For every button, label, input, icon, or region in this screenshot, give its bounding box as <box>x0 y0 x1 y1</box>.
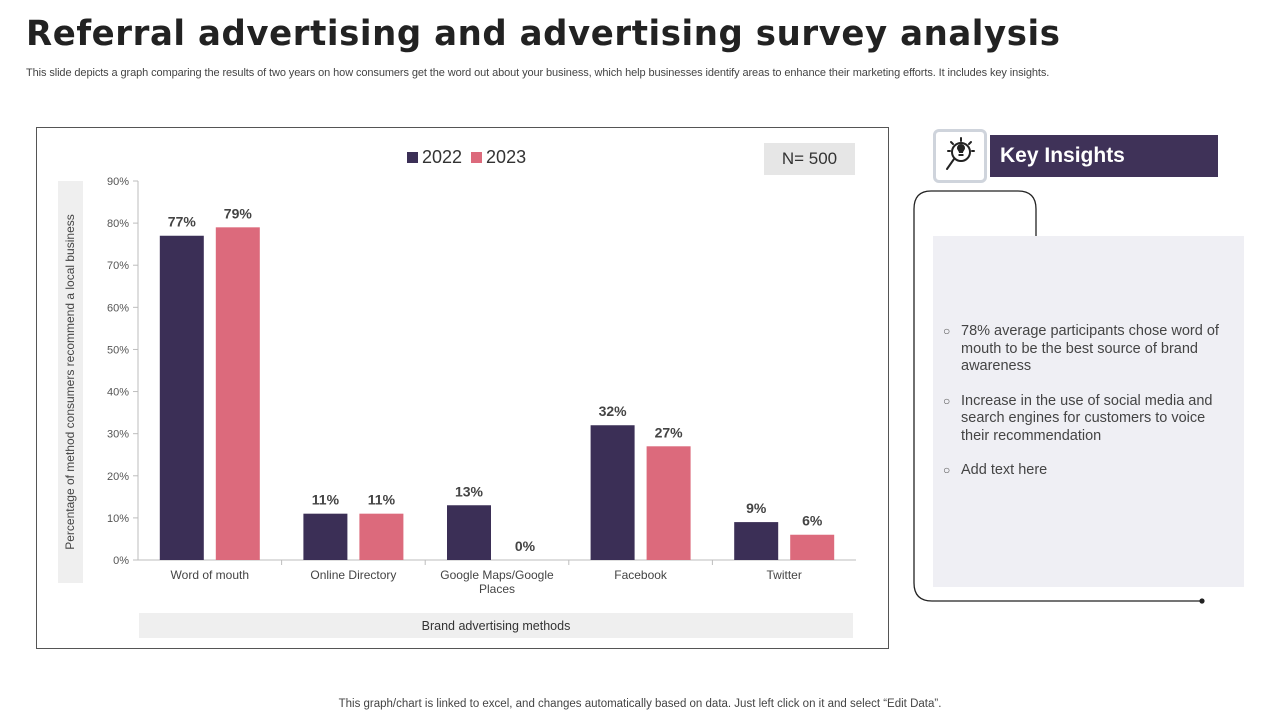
y-tick-label: 30% <box>107 429 129 441</box>
magnifier-lightbulb-icon <box>946 137 975 170</box>
chart-container[interactable]: Percentage of method consumers recommend… <box>36 127 889 649</box>
data-label-2022: 13% <box>455 483 484 499</box>
data-label-2022: 77% <box>168 214 197 230</box>
bar-2022 <box>303 513 348 560</box>
legend-label-2023: 2023 <box>486 147 527 167</box>
data-label-2023: 11% <box>368 492 396 508</box>
data-label-2022: 9% <box>746 500 767 516</box>
legend-swatch-2023 <box>471 152 483 163</box>
data-label-2023: 79% <box>224 205 253 221</box>
key-insights-panel: ○ 78% average participants chose word of … <box>933 236 1244 587</box>
insight-item: ○ Increase in the use of social media and… <box>943 392 1213 444</box>
x-tick-label: Online Directory <box>310 568 396 582</box>
x-axis-label: Brand advertising methods <box>421 618 571 633</box>
circle-bullet-icon: ○ <box>943 463 951 477</box>
y-tick-label: 50% <box>107 344 129 356</box>
data-label-2023: 0% <box>515 538 536 554</box>
legend-label-2022: 2022 <box>422 147 463 167</box>
bar-2023 <box>359 513 404 560</box>
x-tick-label: Google Maps/Google Places <box>440 568 554 596</box>
y-tick-label: 10% <box>107 513 129 525</box>
legend-swatch-2022 <box>407 152 418 163</box>
data-label-2022: 11% <box>312 492 340 508</box>
data-label-2022: 32% <box>599 403 628 419</box>
y-tick-label: 60% <box>107 302 129 314</box>
insight-icon-box <box>933 129 987 183</box>
x-tick-label: Facebook <box>614 568 668 582</box>
y-tick-label: 40% <box>107 387 129 399</box>
y-tick-label: 80% <box>107 218 129 230</box>
bar-2023 <box>646 446 691 560</box>
x-tick-label: Twitter <box>767 568 802 582</box>
x-axis-label-band: Brand advertising methods <box>139 613 853 638</box>
page-subtitle: This slide depicts a graph comparing the… <box>26 67 1050 79</box>
insight-item: ○ 78% average participants chose word of … <box>943 323 1219 374</box>
bar-2022 <box>734 522 779 560</box>
key-insights-header: Key Insights <box>990 135 1218 177</box>
insight-item[interactable]: ○ Add text here <box>943 462 1048 478</box>
x-tick-label: Word of mouth <box>171 568 249 582</box>
page-title: Referral advertising and advertising sur… <box>26 14 1061 54</box>
data-label-2023: 6% <box>802 513 823 529</box>
bar-2022 <box>590 425 635 560</box>
y-tick-label: 90% <box>107 176 129 188</box>
y-axis-label-band <box>58 181 83 583</box>
key-insights-list: ○ 78% average participants chose word of … <box>941 323 1231 497</box>
bar-2023 <box>215 227 260 561</box>
sample-size-badge: N= 500 <box>764 143 855 175</box>
y-tick-label: 70% <box>107 260 129 272</box>
y-tick-label: 0% <box>113 555 129 567</box>
circle-bullet-icon: ○ <box>943 324 951 338</box>
bar-chart: 0% 10% 20% 30% 40% 50% 60% 70% 80% 90% Word of mou… <box>107 176 856 596</box>
bar-2022 <box>159 235 204 560</box>
chart-legend: 2022 2023 <box>407 147 535 168</box>
bar-2023 <box>790 534 835 560</box>
data-label-2023: 27% <box>655 424 684 440</box>
circle-bullet-icon: ○ <box>943 393 951 408</box>
bar-2022 <box>447 505 491 560</box>
y-tick-label: 20% <box>107 471 129 483</box>
footer-note: This graph/chart is linked to excel, and… <box>338 698 942 710</box>
